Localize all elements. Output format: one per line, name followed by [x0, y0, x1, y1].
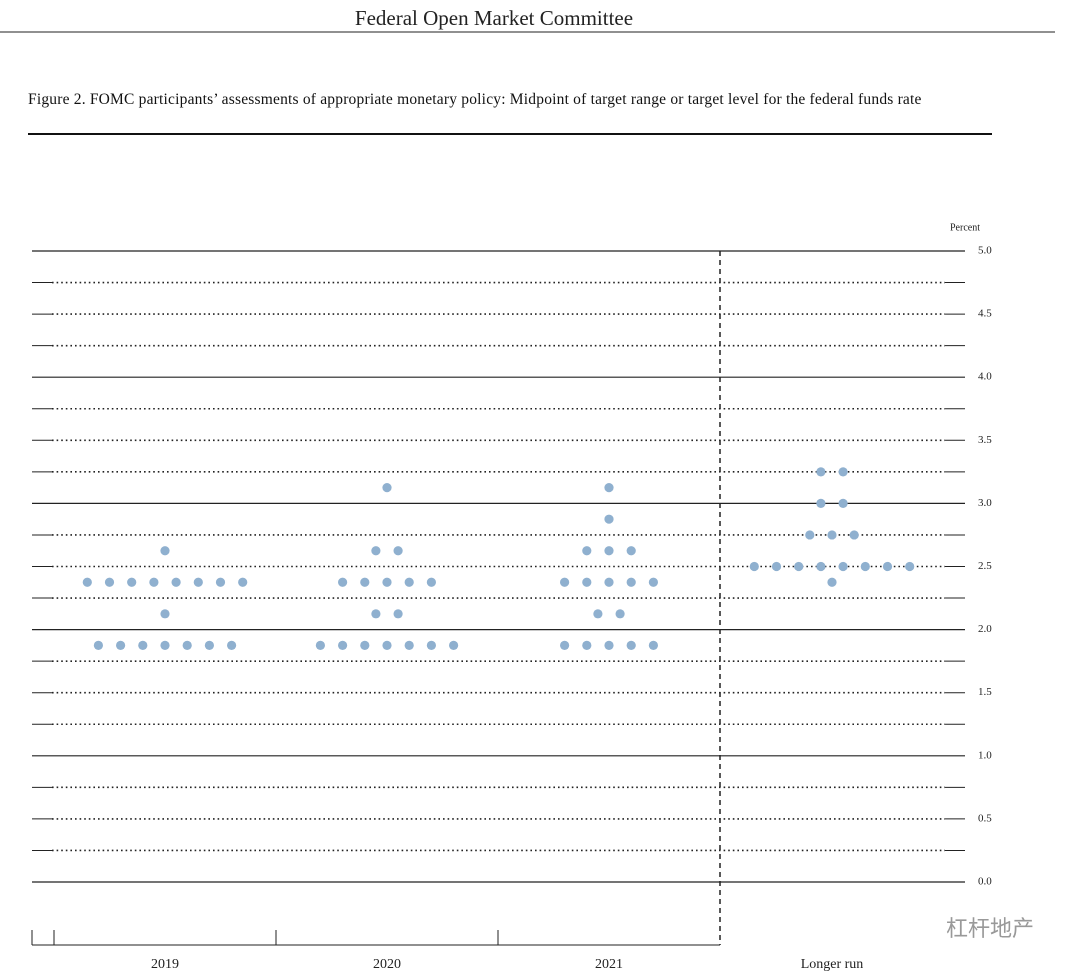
y-tick-label: 3.5: [978, 434, 992, 446]
dot: [82, 577, 92, 587]
dot: [371, 546, 381, 556]
dot: [582, 546, 592, 556]
dot: [227, 640, 237, 650]
dot: [560, 577, 570, 587]
dot: [426, 577, 436, 587]
dot: [827, 530, 837, 540]
dot: [116, 640, 126, 650]
dot: [426, 640, 436, 650]
dot: [404, 577, 414, 587]
dot: [604, 577, 614, 587]
dot: [382, 577, 392, 587]
dot: [193, 577, 203, 587]
dot: [882, 561, 893, 572]
dot: [860, 561, 870, 572]
dot: [215, 577, 226, 587]
y-tick-label: 1.0: [978, 749, 992, 761]
dot: [648, 640, 659, 650]
y-tick-label: 4.0: [978, 371, 992, 383]
dot: [182, 640, 192, 650]
dot: [794, 561, 804, 572]
dot: [138, 640, 148, 650]
dot: [382, 640, 392, 650]
dot: [404, 640, 414, 650]
dot: [816, 561, 826, 572]
dot: [648, 577, 659, 587]
dot: [393, 609, 403, 619]
dot: [838, 467, 848, 477]
dot: [382, 483, 392, 493]
dot: [171, 577, 181, 587]
page-header: Federal Open Market Committee: [355, 6, 633, 30]
dot: [626, 640, 636, 650]
dot: [771, 561, 782, 572]
y-tick-label: 2.0: [978, 623, 992, 635]
y-axis-label: Percent: [950, 222, 980, 233]
dot: [626, 577, 636, 587]
y-tick-label: 4.5: [978, 308, 992, 320]
dot: [127, 577, 137, 587]
x-tick-label: 2020: [373, 957, 401, 972]
dot: [104, 577, 115, 587]
dot: [149, 577, 159, 587]
x-tick-label: Longer run: [801, 957, 864, 972]
dot: [582, 640, 592, 650]
y-tick-label: 0.0: [978, 876, 992, 888]
y-tick-label: 5.0: [978, 245, 992, 257]
dot: [805, 530, 815, 540]
dot: [626, 546, 636, 556]
dot: [204, 640, 214, 650]
x-tick-label: 2021: [595, 957, 623, 972]
dot: [160, 640, 170, 650]
dot: [93, 640, 103, 650]
dot: [593, 609, 603, 619]
y-tick-label: 3.0: [978, 497, 992, 509]
dot: [849, 530, 859, 540]
dot: [560, 640, 570, 650]
dot: [604, 483, 614, 493]
dot: [604, 514, 614, 524]
dot: [604, 546, 614, 556]
dot: [905, 561, 915, 572]
dot: [371, 609, 381, 619]
dot: [315, 640, 325, 650]
dot: [393, 546, 403, 556]
y-tick-label: 0.5: [978, 812, 992, 824]
dot: [582, 577, 592, 587]
x-tick-label: 2019: [151, 957, 179, 972]
dot: [604, 640, 614, 650]
dot: [615, 609, 625, 619]
dot: [338, 577, 348, 587]
dot: [160, 609, 170, 619]
dot: [749, 561, 759, 572]
y-tick-label: 2.5: [978, 560, 992, 572]
dot: [827, 577, 837, 587]
y-tick-label: 1.5: [978, 686, 992, 698]
watermark: 杠杆地产: [946, 917, 1034, 942]
figure-caption: Figure 2. FOMC participants’ assessments…: [28, 91, 922, 108]
dot: [816, 467, 826, 477]
dot: [160, 546, 170, 556]
dot: [360, 640, 370, 650]
dot: [449, 640, 459, 650]
dot: [816, 498, 826, 508]
dot: [838, 498, 848, 508]
dot: [360, 577, 370, 587]
dot: [338, 640, 348, 650]
dot: [838, 561, 848, 572]
dot: [238, 577, 248, 587]
